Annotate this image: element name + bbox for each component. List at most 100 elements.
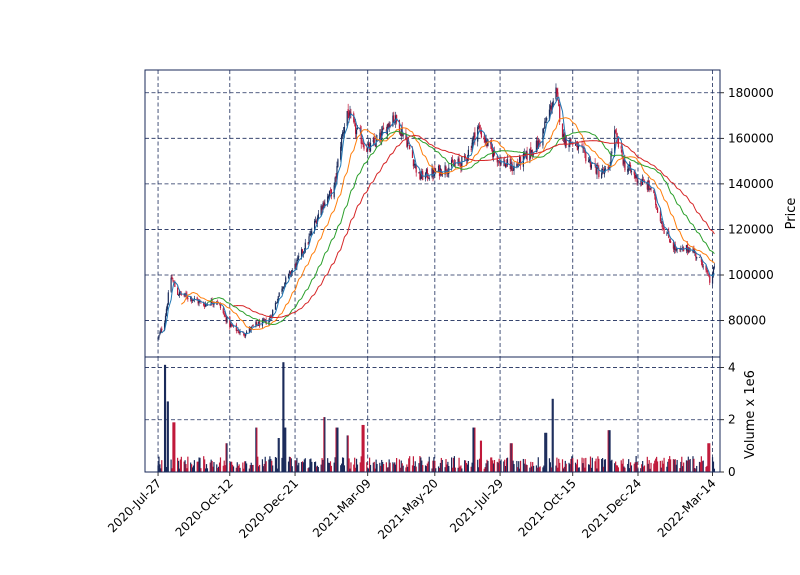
volume-bar — [196, 461, 198, 472]
candle-body — [298, 255, 300, 257]
candle-body — [191, 300, 194, 301]
candle-body — [402, 133, 404, 136]
volume-bar — [642, 461, 644, 472]
candle-body — [320, 205, 322, 216]
candle-body — [341, 135, 343, 148]
volume-bar — [373, 461, 375, 472]
volume-bar — [203, 456, 205, 472]
candle-body — [459, 162, 461, 164]
volume-bar — [608, 430, 610, 472]
volume-bar — [248, 468, 250, 472]
volume-bar — [205, 464, 208, 472]
volume-bar — [438, 467, 441, 472]
volume-bar — [173, 422, 175, 472]
volume-bar — [341, 463, 343, 472]
volume-bar — [200, 468, 202, 472]
candle-body — [661, 221, 663, 228]
volume-bar — [223, 460, 225, 472]
volume-bar — [518, 461, 520, 472]
volume-bar — [232, 464, 234, 472]
volume-bar — [584, 467, 586, 472]
volume-bar — [601, 458, 604, 472]
candle-body — [584, 149, 586, 154]
volume-bar — [190, 462, 192, 472]
volume-bar — [322, 459, 324, 472]
price-y-tick-label: 120000 — [728, 222, 774, 236]
candle-body — [223, 313, 225, 315]
x-tick-label: 2021-Oct-15 — [516, 476, 579, 539]
volume-bar — [603, 459, 606, 472]
volume-bar — [433, 457, 435, 472]
volume-bar — [165, 466, 168, 472]
volume-bar — [679, 468, 681, 472]
candle-body — [213, 302, 215, 305]
volume-bar — [562, 468, 565, 472]
volume-bar — [336, 427, 338, 472]
volume-bar — [610, 460, 612, 472]
volume-bar — [568, 462, 570, 472]
candle-body — [480, 130, 483, 138]
candle-body — [335, 176, 337, 178]
volume-bar — [317, 466, 319, 472]
candle-body — [341, 132, 344, 136]
volume-bar — [505, 465, 507, 472]
volume-bar — [372, 462, 374, 472]
x-tick-label: 2021-Mar-09 — [310, 476, 374, 540]
candle-body — [366, 148, 368, 152]
candle-body — [355, 129, 358, 135]
volume-bar — [581, 457, 583, 472]
candle-body — [236, 330, 238, 331]
candle-body — [192, 299, 195, 301]
volume-bar — [478, 467, 480, 472]
volume-bar — [622, 458, 624, 472]
candle-body — [674, 244, 676, 250]
volume-bar — [479, 440, 482, 472]
candle-body — [245, 334, 247, 337]
volume-bar — [655, 458, 657, 472]
candle-body — [550, 105, 552, 111]
candle-body — [624, 160, 626, 171]
volume-bar — [702, 460, 704, 472]
volume-bar — [467, 460, 469, 472]
volume-bar — [311, 461, 313, 472]
volume-bar — [464, 460, 467, 472]
candle-body — [568, 145, 570, 148]
candle-body — [511, 163, 513, 172]
volume-bar — [263, 463, 265, 472]
volume-bar — [588, 464, 591, 472]
volume-bar — [406, 464, 408, 472]
volume-bar — [197, 461, 199, 472]
volume-bar — [217, 467, 219, 472]
volume-bar — [577, 467, 579, 472]
candle-body — [284, 282, 286, 288]
volume-bar — [171, 468, 173, 472]
candle-body — [289, 272, 291, 275]
volume-bar — [505, 458, 508, 472]
volume-bar — [412, 456, 414, 472]
volume-bar — [368, 457, 371, 472]
candle-body — [368, 143, 370, 147]
volume-bar — [413, 465, 415, 472]
candle-body — [544, 121, 546, 129]
volume-bar — [170, 459, 172, 472]
volume-bar — [694, 468, 696, 472]
volume-bar — [466, 464, 469, 472]
candle-body — [281, 288, 283, 292]
candle-body — [537, 140, 539, 149]
candle-body — [445, 166, 447, 172]
volume-bar — [274, 457, 277, 472]
candle-body — [647, 181, 649, 190]
volume-bar — [493, 459, 496, 472]
candle-body — [263, 319, 265, 321]
volume-bar — [342, 457, 345, 472]
candle-body — [646, 181, 648, 190]
volume-bar — [261, 459, 264, 472]
volume-bar — [216, 464, 218, 472]
volume-bar — [445, 459, 447, 472]
volume-bar — [224, 465, 226, 472]
candle-body — [226, 317, 228, 323]
volume-bar — [324, 417, 326, 472]
candle-body — [288, 271, 291, 274]
candle-body — [458, 158, 460, 162]
candle-body — [413, 164, 415, 166]
